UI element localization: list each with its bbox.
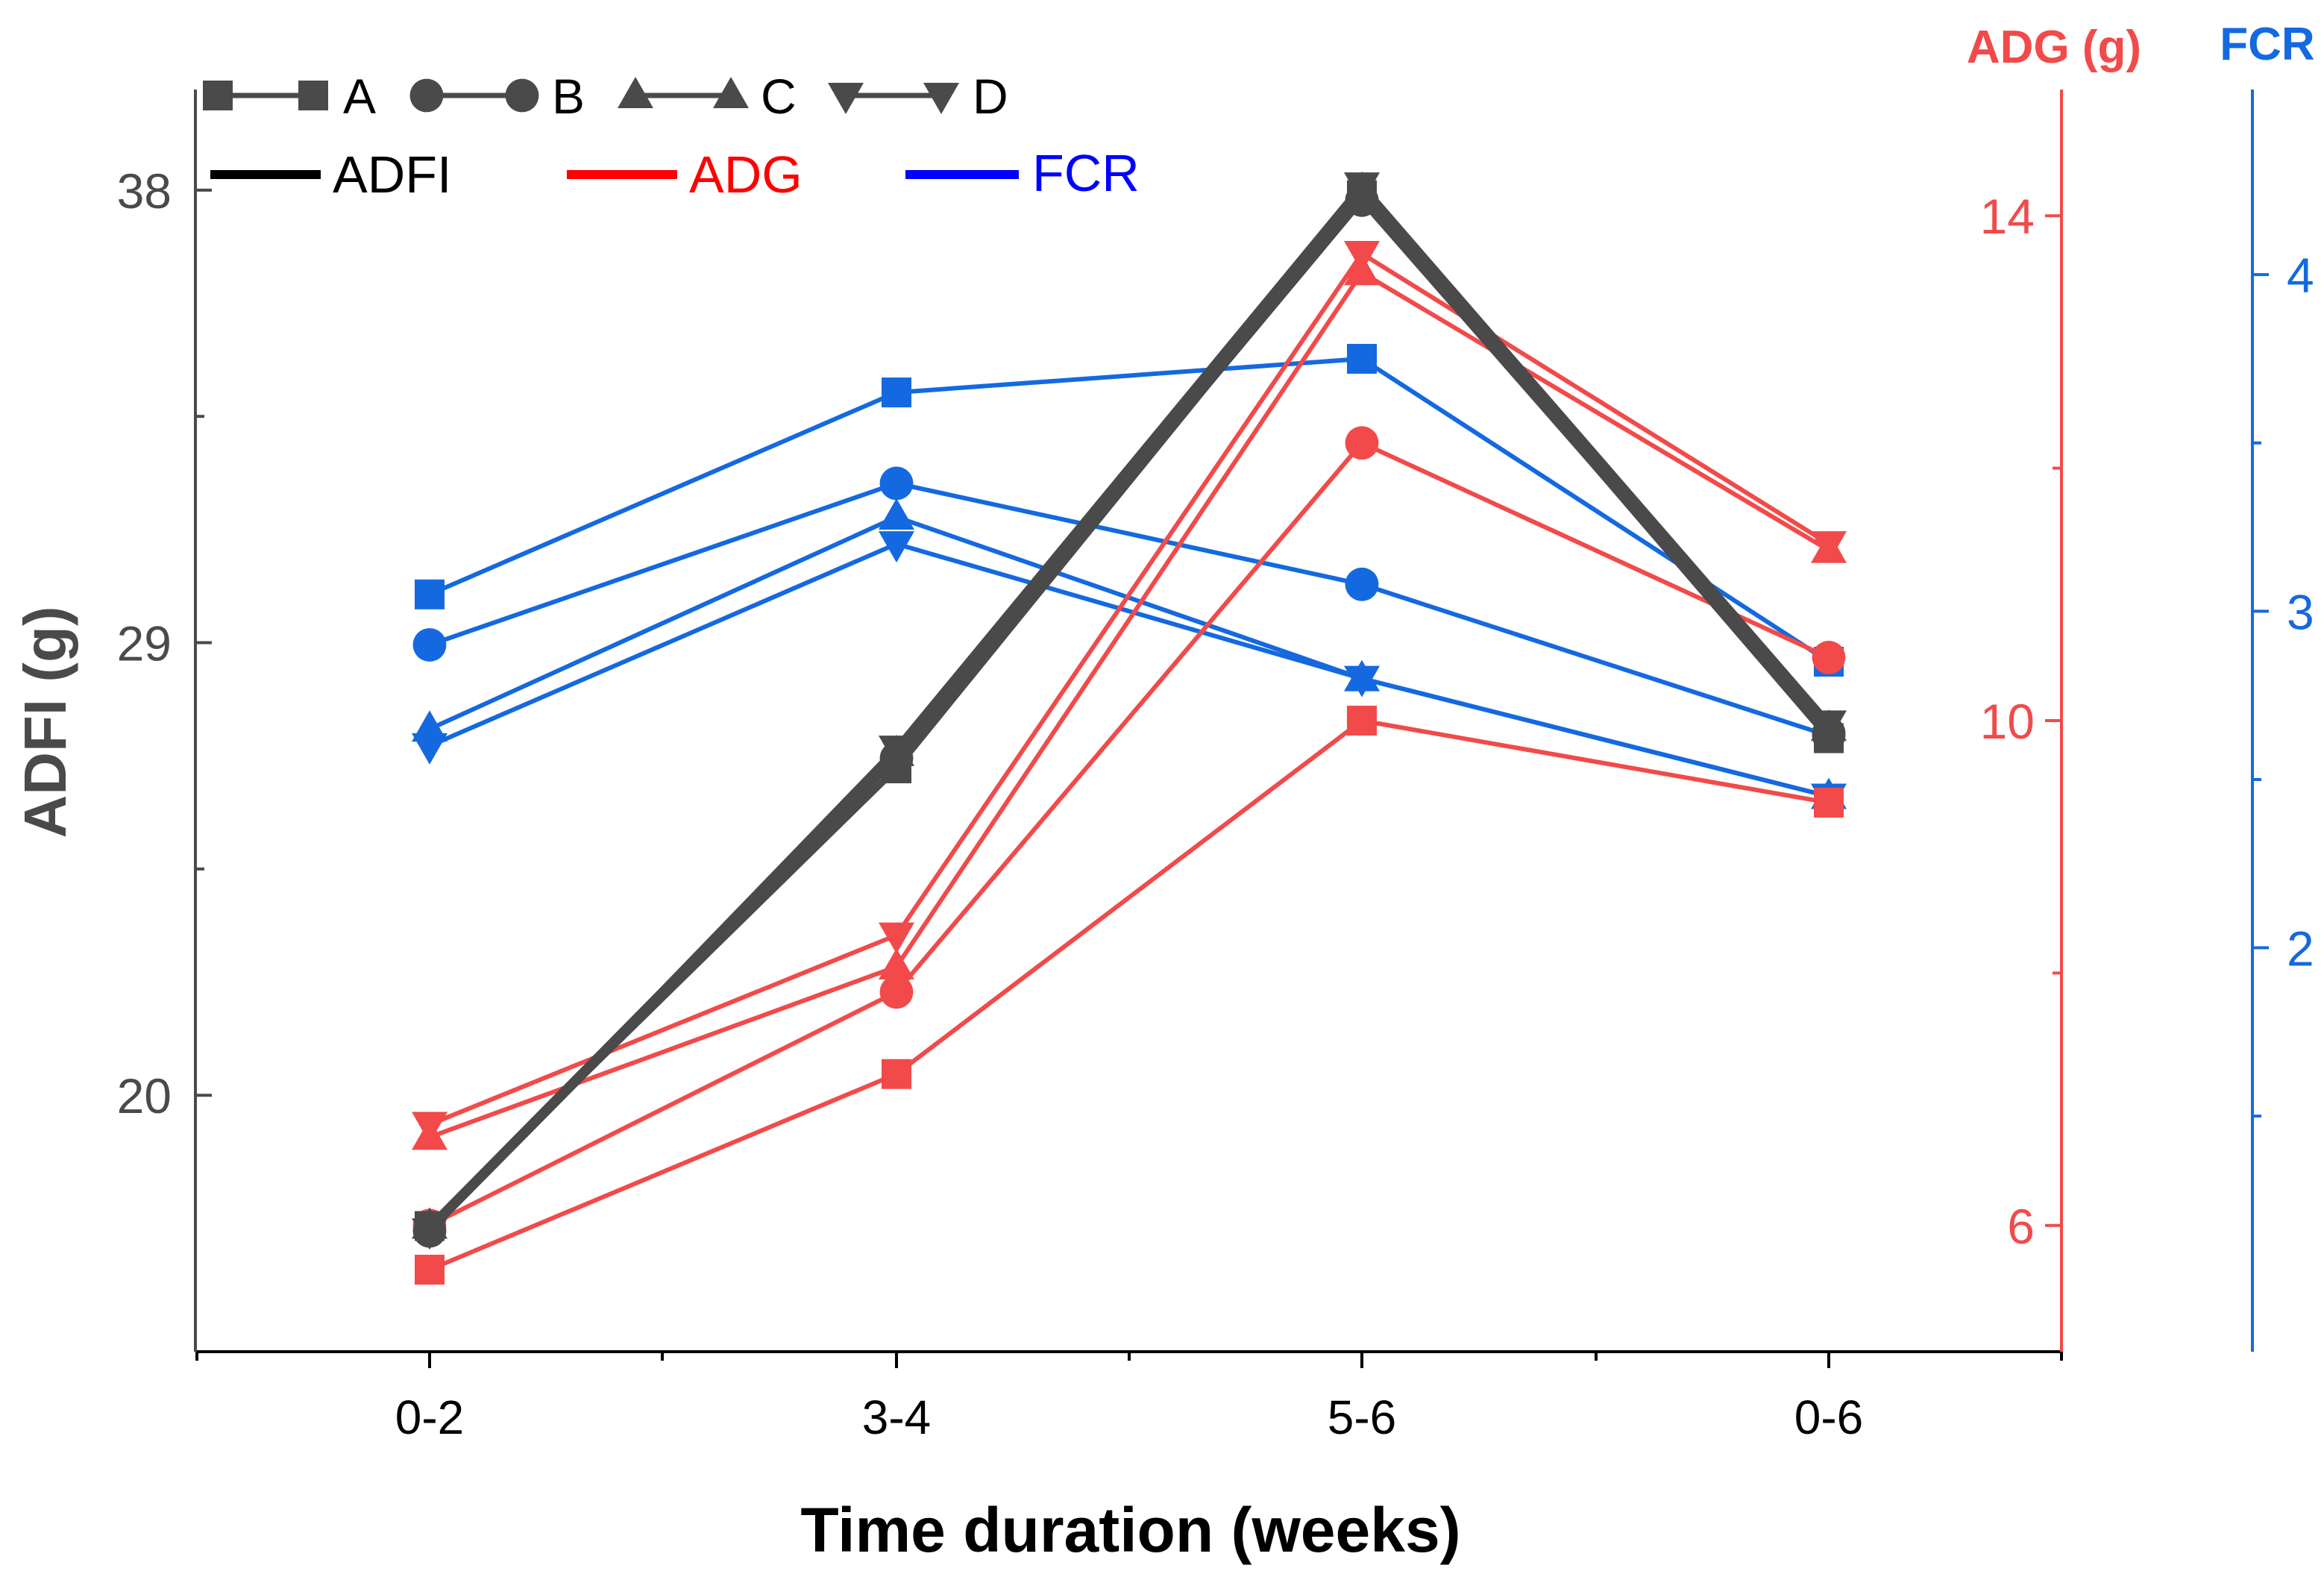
series-adfi-a-line bbox=[427, 192, 1832, 1229]
series-fcr-a-point bbox=[1347, 343, 1377, 374]
legend-label-c: C bbox=[761, 69, 797, 124]
series-adg-a-point bbox=[1347, 706, 1377, 736]
legend-symbol-marker bbox=[923, 83, 959, 114]
legend-label-a: A bbox=[343, 69, 376, 124]
far-right-tick-label: 2 bbox=[2287, 921, 2314, 976]
left-tick-label: 38 bbox=[117, 163, 172, 219]
series-fcr-a-point bbox=[882, 377, 911, 408]
series-adg-d-point bbox=[879, 922, 914, 954]
legend-symbol-marker bbox=[409, 78, 444, 113]
series-adg-a bbox=[415, 706, 1844, 1285]
series-fcr-c bbox=[412, 498, 1847, 809]
series-fcr-d-point bbox=[412, 733, 447, 765]
legend-label-adfi: ADFI bbox=[333, 145, 451, 204]
series-adfi-d bbox=[412, 172, 1847, 1250]
legend-symbol-marker bbox=[618, 77, 653, 108]
left-axis-label: ADFI (g) bbox=[12, 606, 78, 838]
series-adfi-b-line bbox=[427, 196, 1832, 1234]
series-fcr-d-point bbox=[1344, 665, 1380, 697]
series-adg-a-line bbox=[428, 718, 1830, 1272]
series-adfi-d-point bbox=[412, 1218, 447, 1250]
legend-symbol-c bbox=[618, 77, 749, 108]
series-fcr-d-line bbox=[428, 542, 1830, 799]
series-adg-d-point bbox=[1344, 240, 1380, 272]
far-right-tick-label: 4 bbox=[2287, 248, 2314, 303]
series-fcr-b-point bbox=[412, 628, 447, 662]
series-adg-b bbox=[412, 426, 1846, 1243]
series-adfi-a bbox=[415, 180, 1844, 1241]
right-tick-label: 14 bbox=[1980, 189, 2035, 244]
series-fcr-b-line bbox=[429, 480, 1830, 739]
right-axis-label: ADG (g) bbox=[1967, 22, 2141, 73]
legend-label-adg: ADG bbox=[689, 145, 803, 204]
series-adg-d-point bbox=[1811, 531, 1847, 563]
x-axis-label: Time duration (weeks) bbox=[800, 1495, 1460, 1565]
series-adfi-d-point bbox=[879, 736, 914, 768]
x-tick-label: 0-6 bbox=[1794, 1391, 1864, 1444]
right-tick-label: 10 bbox=[1980, 694, 2035, 749]
legend-label-b: B bbox=[552, 69, 585, 124]
series-adg-d bbox=[412, 240, 1847, 1144]
series-adg-b-line bbox=[428, 440, 1830, 1228]
legend-symbol-marker bbox=[298, 81, 328, 110]
series-adg-c-point bbox=[879, 947, 914, 979]
series-adg-a-point bbox=[1814, 787, 1844, 818]
series-adfi-c-line bbox=[427, 186, 1832, 1229]
legend-label-fcr: FCR bbox=[1032, 144, 1140, 202]
legend-symbol-marker bbox=[203, 81, 233, 110]
legend-symbol-b bbox=[409, 78, 539, 113]
series-adg-c-line bbox=[428, 270, 1830, 1140]
legend-symbol-marker bbox=[828, 83, 864, 114]
series-adg-a-point bbox=[882, 1059, 911, 1089]
series-adg-a-point bbox=[415, 1255, 445, 1285]
x-tick-label: 5-6 bbox=[1328, 1391, 1397, 1444]
series-adg-b-point bbox=[1345, 426, 1379, 460]
series-adfi-d-point bbox=[1344, 172, 1380, 204]
series-adg-b-point bbox=[879, 975, 914, 1009]
legend-symbol-a bbox=[203, 81, 328, 110]
series-fcr-c-point bbox=[879, 498, 914, 530]
series-adg-c bbox=[412, 254, 1847, 1150]
right-tick-label: 6 bbox=[2007, 1199, 2035, 1254]
left-tick-label: 29 bbox=[117, 616, 172, 671]
series-fcr-b-point bbox=[1345, 567, 1379, 601]
axis-layer: Time duration (weeks) ADFI (g) ADG (g) F… bbox=[12, 19, 2315, 1565]
legend-symbol-d bbox=[828, 83, 959, 114]
left-tick-label: 20 bbox=[117, 1068, 172, 1123]
series-fcr-b-point bbox=[879, 466, 914, 501]
far-right-axis-label: FCR bbox=[2220, 19, 2314, 70]
x-tick-label: 0-2 bbox=[395, 1391, 465, 1444]
x-tick-label: 3-4 bbox=[862, 1391, 932, 1444]
series-adg-b-point bbox=[1812, 641, 1846, 674]
series-adfi-c bbox=[412, 171, 1847, 1239]
legend-symbol-marker bbox=[505, 78, 539, 113]
plot-layer bbox=[412, 171, 1847, 1285]
far-right-tick-label: 3 bbox=[2287, 584, 2314, 639]
series-fcr-a-point bbox=[415, 579, 445, 609]
legend-label-d: D bbox=[973, 69, 1008, 124]
legend-symbol-marker bbox=[713, 77, 749, 108]
series-fcr-d-point bbox=[879, 531, 914, 563]
series-fcr-a-line bbox=[428, 356, 1830, 664]
series-adfi-d-line bbox=[427, 181, 1832, 1234]
series-adfi-d-point bbox=[1811, 710, 1847, 742]
legend: A B C D ADFI ADG FCR bbox=[203, 69, 1140, 204]
series-adg-d-point bbox=[412, 1112, 447, 1144]
series-adg-d-line bbox=[428, 251, 1830, 1127]
